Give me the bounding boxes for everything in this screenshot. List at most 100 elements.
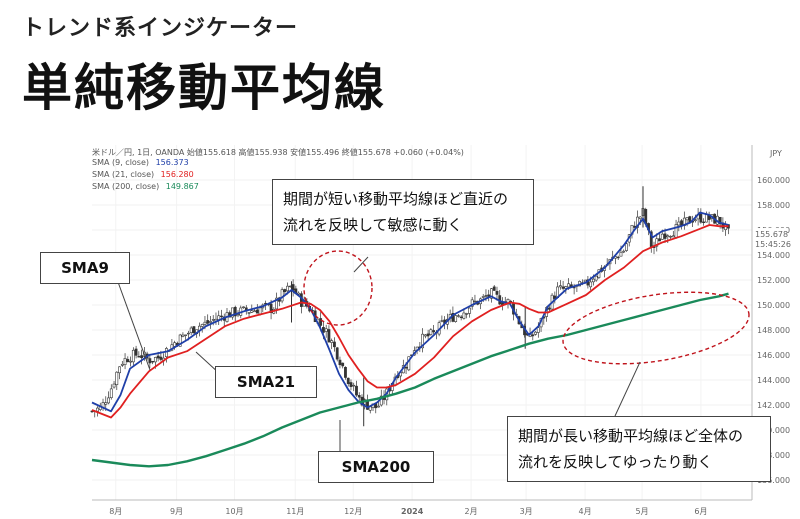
label-sma9: SMA9 (40, 252, 130, 284)
candle-body (324, 328, 328, 332)
sma-lines (91, 211, 729, 468)
legend-sma9-label: SMA (9, close) (92, 158, 150, 167)
legend-sma9-value: 156.373 (155, 158, 189, 167)
candle-body (203, 321, 207, 325)
candle-body (153, 357, 157, 363)
candle-body (531, 334, 535, 337)
legend-sma21-value: 156.280 (160, 170, 194, 179)
legend-sma9: SMA (9, close) 156.373 (92, 158, 189, 167)
x-tick-label: 6月 (694, 507, 707, 516)
candle-body (346, 377, 350, 384)
candle-body (536, 327, 540, 333)
candle-body (492, 286, 496, 291)
candle-body (355, 385, 358, 396)
candle-body (352, 384, 356, 387)
candle-body (440, 320, 444, 322)
x-tick-label: 8月 (109, 507, 122, 516)
candle-body (564, 286, 568, 289)
legend-sma200-label: SMA (200, close) (92, 182, 160, 191)
connector-line (117, 281, 151, 371)
candle-body (490, 288, 493, 299)
candle-body (192, 326, 196, 334)
candle-body (470, 299, 474, 307)
candle-body (206, 320, 210, 324)
candle-body (553, 295, 557, 299)
candle-body (702, 221, 706, 224)
highlight-ellipse-short (303, 250, 373, 326)
y-tick-label: 150.000 (757, 301, 790, 310)
candle-body (669, 236, 672, 238)
candle-body (247, 312, 251, 314)
y-tick-label: 148.000 (757, 326, 790, 335)
candle-body (473, 300, 477, 303)
candle-body (547, 307, 551, 310)
candle-body (90, 410, 94, 413)
candle-body (115, 371, 119, 385)
x-tick-label: 11月 (286, 507, 304, 516)
candle-body (275, 297, 278, 310)
candle-body (589, 281, 593, 288)
candle-body (622, 250, 626, 253)
candle-body (120, 363, 124, 366)
candle-body (137, 356, 141, 358)
candle-body (583, 279, 587, 283)
candle-body (107, 397, 110, 404)
candle-body (457, 315, 460, 317)
candle-body (211, 319, 215, 321)
candle-body (454, 315, 458, 322)
candle-body (432, 330, 436, 333)
legend-sma200: SMA (200, close) 149.867 (92, 182, 199, 191)
candle-body (666, 235, 670, 238)
candle-body (357, 395, 361, 398)
candle-body (468, 307, 471, 314)
candle-body (269, 303, 273, 313)
candle-body (104, 402, 108, 405)
candle-body (462, 312, 466, 319)
connector-line (614, 361, 641, 417)
label-sma200: SMA200 (318, 451, 434, 483)
candle-body (558, 285, 562, 288)
candle-body (291, 284, 295, 291)
subtitle: トレンド系インジケーター (22, 16, 299, 41)
candle-body (335, 347, 339, 360)
candle-body (638, 216, 642, 220)
candle-body (123, 358, 127, 365)
candle-body (699, 213, 703, 223)
x-tick-label: 2024 (401, 507, 424, 516)
y-tick-label: 160.000 (757, 176, 790, 185)
candle-body (459, 316, 463, 319)
candle-body (322, 327, 325, 333)
candle-body (129, 360, 132, 363)
ohlc-header: 米ドル／円, 1日, OANDA 始値155.618 高値155.938 安値1… (92, 148, 464, 157)
candle-body (112, 383, 116, 388)
candle-body (220, 315, 223, 318)
candle-body (134, 348, 138, 356)
candle-body (421, 333, 425, 349)
legend-sma200-value: 149.867 (165, 182, 199, 191)
candle-body (151, 360, 155, 363)
legend-sma21-label: SMA (21, close) (92, 170, 155, 179)
candle-body (286, 285, 290, 292)
candle-body (178, 334, 182, 347)
candle-body (344, 366, 347, 378)
candle-body (561, 286, 565, 289)
legend-sma21: SMA (21, close) 156.280 (92, 170, 194, 179)
candle-body (349, 382, 353, 387)
x-tick-label: 2月 (465, 507, 478, 516)
candle-body (280, 289, 284, 302)
candle-body (625, 243, 628, 251)
candle-body (429, 329, 433, 335)
candle-body (426, 333, 430, 337)
candle-body (592, 278, 595, 283)
candle-body (131, 349, 135, 363)
candle-body (258, 307, 262, 315)
callout-long-period: 期間が長い移動平均線ほど全体の 流れを反映してゆったり動く (507, 416, 771, 482)
x-tick-label: 4月 (579, 507, 592, 516)
y-tick-label: 138.000 (757, 451, 790, 460)
candle-body (663, 233, 667, 239)
candle-body (330, 340, 334, 343)
candle-body (404, 367, 408, 369)
y-tick-label: 140.000 (757, 426, 790, 435)
candle-body (423, 334, 427, 337)
candle-body (658, 238, 661, 242)
